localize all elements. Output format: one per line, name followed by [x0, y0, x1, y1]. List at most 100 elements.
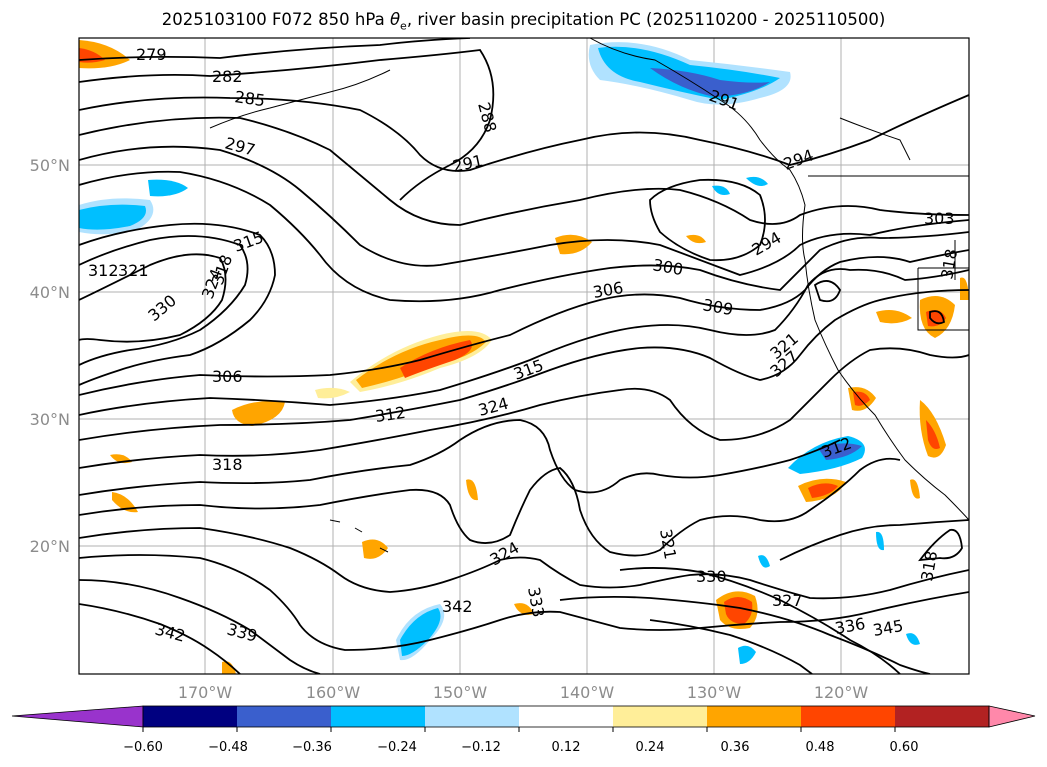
lon-label: 120°W	[814, 683, 869, 702]
contour-label: 312	[374, 403, 407, 426]
precip-area-positive	[232, 401, 285, 426]
title-prefix: 2025103100 F072 850 hPa	[161, 10, 390, 29]
precip-area-positive	[724, 597, 753, 624]
longitude-labels: 170°W 160°W 150°W 140°W 130°W 120°W	[178, 683, 869, 702]
lat-label: 40°N	[30, 283, 70, 302]
contour-line	[559, 595, 931, 674]
colorbar-tick-label: −0.48	[208, 740, 248, 755]
precip-area-positive	[315, 387, 350, 399]
colorbar-tick-label: −0.60	[123, 740, 163, 755]
title-theta-subscript: e	[400, 19, 407, 33]
plot-area	[79, 38, 969, 674]
colorbar-tick-label: 0.12	[552, 740, 581, 755]
lat-label: 30°N	[30, 410, 70, 429]
contour-label: 279	[136, 45, 167, 64]
lon-label: 150°W	[433, 683, 488, 702]
contour-line	[79, 170, 969, 303]
contour-line	[79, 347, 969, 469]
contour-line	[619, 567, 901, 674]
theta-e-contours	[79, 38, 969, 674]
title-theta: θ	[389, 10, 401, 29]
colorbar-extend-high	[988, 705, 1036, 728]
precip-area-positive	[466, 479, 478, 501]
lat-label: 50°N	[30, 156, 70, 175]
colorbar-cell	[707, 706, 802, 727]
precip-area-negative	[906, 633, 920, 645]
latitude-labels: 50°N 40°N 30°N 20°N	[30, 156, 70, 556]
contour-line	[813, 280, 841, 303]
colorbar-tick-label: 0.48	[806, 740, 835, 755]
precip-area-negative	[758, 555, 770, 568]
coastlines	[209, 38, 969, 553]
colorbar-frame	[142, 705, 990, 728]
contour-label: 321	[118, 261, 149, 280]
plot-frame	[78, 37, 970, 675]
precip-area-positive	[910, 479, 920, 499]
precip-area-positive	[808, 483, 838, 498]
map-title: 2025103100 F072 850 hPa θe, river basin …	[0, 10, 1047, 32]
precip-area-negative	[712, 185, 730, 195]
colorbar-cell	[237, 706, 332, 727]
coastline-aleutians	[209, 69, 391, 129]
coastline-inland	[839, 117, 911, 161]
contour-label: 330	[696, 567, 727, 586]
contour-line	[79, 235, 249, 366]
precip-area-negative	[876, 531, 884, 551]
colorbar-tick-label: 0.24	[636, 740, 665, 755]
contour-line	[79, 94, 969, 172]
contour-label: 285	[233, 87, 266, 110]
precip-area-negative	[818, 443, 862, 460]
colorbar-extend-low	[11, 705, 144, 728]
contour-line	[79, 268, 969, 416]
contour-line	[79, 603, 241, 674]
precip-area-negative	[746, 176, 768, 186]
coastline-hawaii	[329, 519, 389, 553]
contour-line	[79, 457, 901, 557]
precip-area-positive	[555, 234, 592, 255]
colorbar-tick-label: 0.60	[890, 740, 919, 755]
precip-area-positive	[112, 492, 138, 513]
precip-area-negative	[148, 179, 188, 197]
contour-line	[79, 145, 969, 276]
precip-area-positive	[362, 539, 388, 559]
precip-area-negative	[79, 204, 146, 230]
contour-line	[79, 579, 321, 674]
precip-area-negative	[738, 645, 756, 664]
lon-label: 170°W	[178, 683, 233, 702]
lat-label: 20°N	[30, 537, 70, 556]
contour-line	[918, 528, 963, 562]
precip-area-positive	[514, 603, 534, 615]
colorbar-tick-label: −0.12	[461, 740, 501, 755]
contour-label: 318	[212, 455, 243, 474]
precip-area-positive	[876, 310, 912, 324]
contour-label: 282	[212, 67, 243, 86]
contour-line	[649, 619, 813, 674]
contour-line	[79, 116, 969, 226]
contour-line	[79, 49, 495, 201]
lon-label: 130°W	[687, 683, 742, 702]
colorbar-cell	[613, 706, 708, 727]
contour-label: 303	[924, 209, 955, 228]
contour-line	[79, 419, 841, 496]
contour-line	[649, 178, 766, 262]
colorbar-tick-label: 0.36	[721, 740, 750, 755]
colorbar-cell	[331, 706, 426, 727]
colorbar-tick-label: −0.36	[292, 740, 332, 755]
colorbar-cell	[519, 706, 614, 727]
title-suffix: , river basin precipitation PC (20251102…	[406, 10, 886, 29]
lon-label: 140°W	[560, 683, 615, 702]
precip-area-positive	[926, 420, 940, 449]
precip-area-positive	[222, 661, 236, 674]
graticule	[79, 38, 969, 674]
coastline-north-america	[589, 38, 969, 521]
contour-line	[79, 222, 276, 386]
colorbar-cell	[425, 706, 520, 727]
contour-label: 306	[212, 367, 243, 386]
contour-label: 342	[442, 597, 473, 616]
contour-line	[79, 249, 969, 396]
colorbar-tick-label: −0.24	[377, 740, 417, 755]
colorbar-cell	[895, 706, 990, 727]
contour-line	[79, 253, 227, 343]
precip-area-positive	[960, 277, 969, 300]
